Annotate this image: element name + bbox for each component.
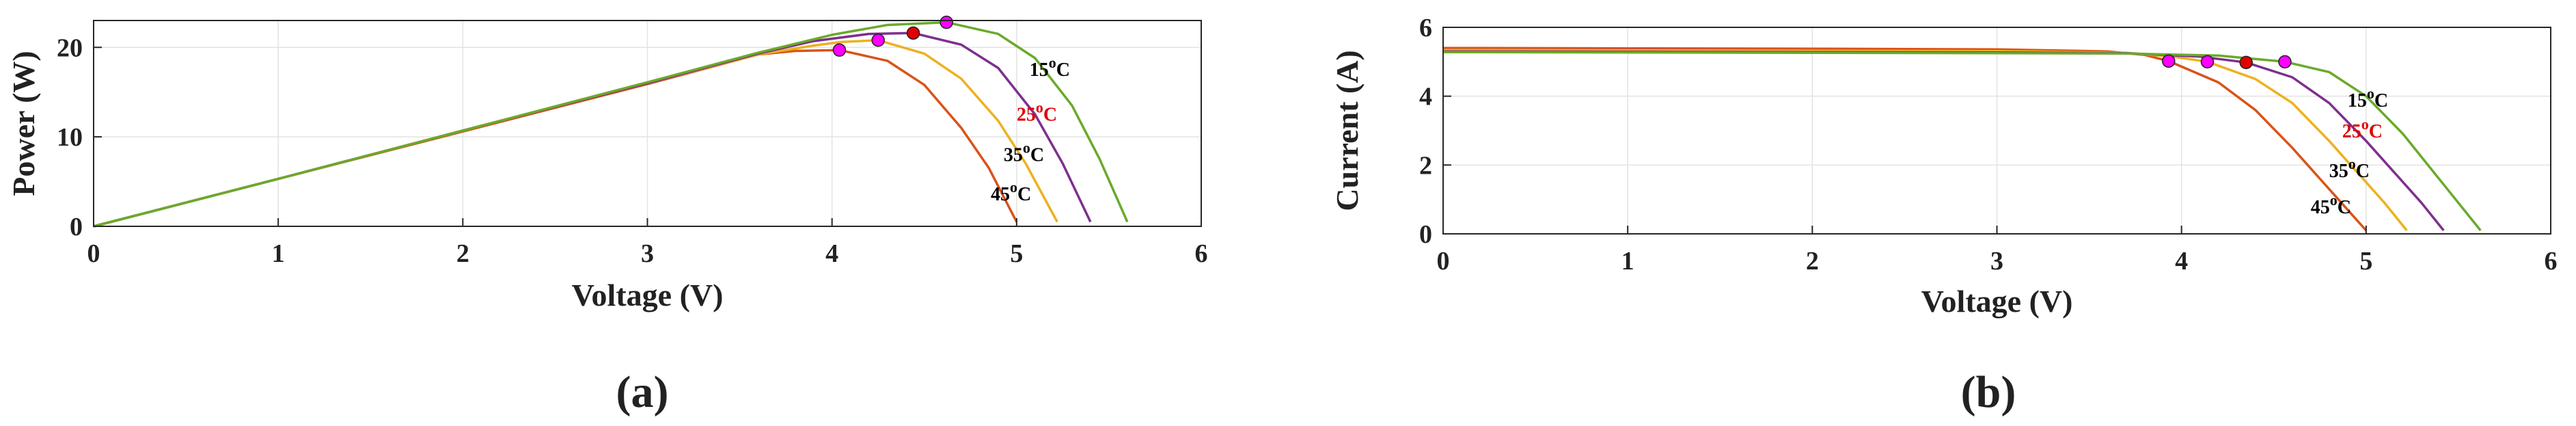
current-voltage-chart: 0 1 2 3 4 5 6 0 2 4 6 Voltage (V) Current (A) 15oC 25o… <box>1330 14 2558 417</box>
y-tick-label: 6 <box>1419 14 1432 42</box>
panel-label: (a) <box>616 367 669 417</box>
temperature-label-25: 25oC <box>2342 116 2383 142</box>
x-tick-label: 5 <box>2359 247 2372 276</box>
mpp-marker-15 <box>2278 55 2292 69</box>
series-line-15 <box>93 21 1129 228</box>
y-tick-label: 10 <box>57 123 83 152</box>
temperature-label-35: 35oC <box>2329 155 2370 182</box>
mpp-marker-25 <box>2239 55 2253 70</box>
x-tick-label: 3 <box>1990 247 2003 276</box>
x-axis-label: Voltage (V) <box>572 278 724 312</box>
x-tick-label: 1 <box>272 239 285 268</box>
x-tick-label: 5 <box>1010 239 1023 268</box>
x-tick-label: 0 <box>1437 247 1450 276</box>
mpp-marker-45 <box>2162 54 2176 68</box>
x-tick-label: 2 <box>1806 247 1819 276</box>
y-tick-label: 2 <box>1419 151 1432 180</box>
y-axis-label: Power (W) <box>6 51 41 196</box>
y-tick-label: 0 <box>1419 220 1432 249</box>
x-axis-label: Voltage (V) <box>1921 284 2073 319</box>
x-tick-label: 1 <box>1621 247 1634 276</box>
panel-label: (b) <box>1961 367 2016 417</box>
mpp-marker-45 <box>832 43 847 57</box>
mpp-marker-25 <box>906 26 920 40</box>
y-axis-label: Current (A) <box>1330 50 1365 211</box>
x-tick-label: 6 <box>1195 239 1208 268</box>
x-tick-label: 2 <box>456 239 469 268</box>
y-tick-label: 0 <box>70 213 83 241</box>
x-tick-label: 4 <box>825 239 838 268</box>
temperature-label-45: 45oC <box>2311 191 2351 218</box>
x-tick-label: 4 <box>2175 247 2188 276</box>
mpp-marker-15 <box>940 15 953 29</box>
temperature-label-35: 35oC <box>1004 139 1044 165</box>
x-tick-label: 0 <box>87 239 100 268</box>
x-tick-label: 6 <box>2545 247 2558 276</box>
temperature-label-25: 25oC <box>1017 99 1057 126</box>
y-tick-label: 20 <box>57 34 83 62</box>
temperature-label-15: 15oC <box>2348 85 2388 111</box>
mpp-marker-35 <box>871 34 885 47</box>
temperature-label-45: 45oC <box>991 178 1031 205</box>
y-tick-label: 4 <box>1419 83 1432 111</box>
power-voltage-chart: 0 1 2 3 4 5 6 0 10 20 Voltage (V) Power (W) 15oC 25oC… <box>6 15 1208 417</box>
x-tick-label: 3 <box>641 239 654 268</box>
mpp-marker-35 <box>2200 55 2215 69</box>
temperature-label-15: 15oC <box>1030 54 1070 81</box>
